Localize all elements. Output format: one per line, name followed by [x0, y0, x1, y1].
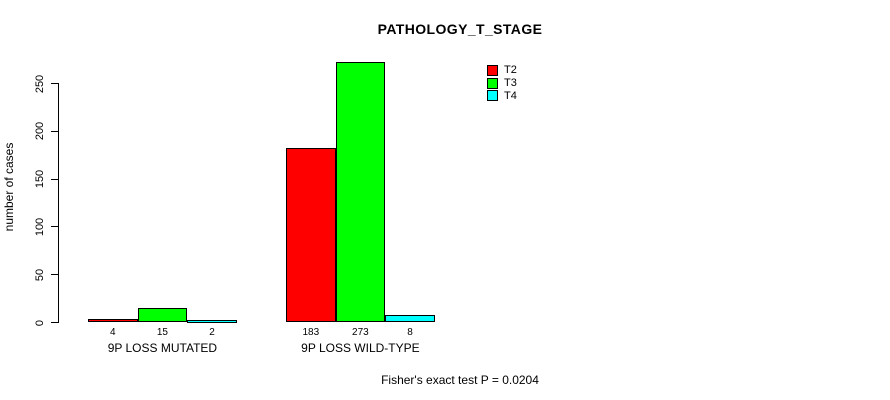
y-axis-tick-label: 100	[34, 217, 46, 237]
legend-item-t4: T4	[487, 90, 517, 103]
bar-t4-group1	[187, 319, 237, 323]
bar-t2-group1	[88, 318, 138, 323]
legend-swatch-icon	[487, 77, 498, 89]
bar-value-label: 2	[209, 326, 215, 338]
legend-label: T3	[504, 76, 517, 89]
legend: T2 T3 T4	[487, 64, 517, 102]
statistical-test-footnote: Fisher's exact test P = 0.0204	[381, 373, 539, 387]
y-axis-tick-label: 50	[34, 268, 46, 281]
bar-t3-group1	[137, 308, 188, 323]
bar-value-label: 273	[352, 326, 369, 338]
legend-label: T4	[504, 89, 517, 102]
legend-swatch-icon	[487, 90, 498, 102]
category-label: 9P LOSS WILD-TYPE	[301, 341, 420, 355]
legend-swatch-icon	[487, 64, 498, 76]
y-axis-line	[58, 83, 60, 323]
y-axis-tick-label: 0	[34, 319, 46, 326]
bar-value-label: 183	[302, 326, 320, 338]
bar-t2-group2	[286, 147, 336, 323]
y-axis-tick	[51, 178, 58, 180]
bar-value-label: 8	[407, 326, 413, 338]
y-axis-tick	[51, 82, 58, 85]
bar-value-label: 15	[156, 326, 168, 338]
legend-item-t3: T3	[487, 77, 517, 90]
y-axis-tick-label: 150	[34, 169, 46, 189]
y-axis-tick-label: 250	[34, 74, 46, 93]
y-axis-tick-label: 200	[34, 122, 46, 141]
y-axis-tick	[51, 130, 58, 132]
y-axis-tick	[51, 321, 58, 324]
legend-item-t2: T2	[487, 64, 517, 77]
y-axis-tick	[51, 274, 58, 276]
chart-title: PATHOLOGY_T_STAGE	[377, 21, 543, 37]
bar-value-label: 4	[110, 326, 116, 338]
bar-t3-group2	[335, 61, 386, 323]
y-axis-tick	[51, 226, 58, 228]
category-label: 9P LOSS MUTATED	[107, 341, 218, 355]
bar-t4-group2	[385, 314, 435, 323]
legend-label: T2	[504, 64, 517, 76]
